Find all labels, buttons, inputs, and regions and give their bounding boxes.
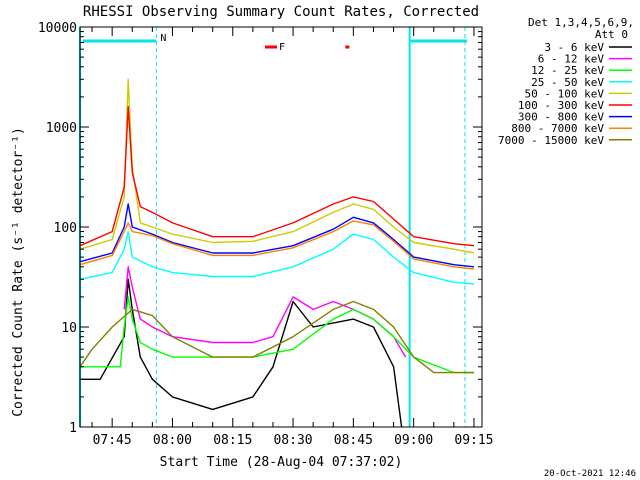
y-tick-label: 1 (69, 421, 77, 436)
legend-label-2: 6 - 12 keV (538, 53, 605, 66)
legend-label-1: 3 - 6 keV (544, 41, 604, 54)
night-label: N (160, 33, 166, 44)
series-line-1 (80, 278, 403, 428)
legend-header-line-2: Att 0 (595, 28, 628, 41)
series-line-4 (79, 230, 475, 285)
x-tick-label: 08:00 (153, 433, 192, 448)
legend-label-4: 25 - 50 keV (531, 76, 604, 89)
legend-label-6: 100 - 300 keV (518, 99, 604, 112)
y-tick-label: 10 (61, 321, 77, 336)
legend-label-7: 300 - 800 keV (518, 111, 604, 124)
x-tick-label: 08:45 (334, 433, 373, 448)
x-axis-label: Start Time (28-Aug-04 07:37:02) (160, 455, 403, 470)
x-tick-label: 08:15 (213, 433, 252, 448)
y-tick-label: 10000 (38, 21, 77, 36)
legend-header-line-1: Det 1,3,4,5,6,9, (528, 16, 634, 29)
legend-label-8: 800 - 7000 keV (511, 122, 604, 135)
x-tick-label: 09:15 (454, 433, 493, 448)
series-layer (79, 78, 475, 428)
timestamp: 20-Oct-2021 12:46 (544, 469, 636, 479)
series-line-6 (79, 105, 475, 247)
x-tick-label: 08:30 (273, 433, 312, 448)
series-line-3 (80, 296, 474, 374)
series-line-9 (79, 300, 474, 374)
axes: 1 10 100 1000 10000 07:45 08:00 08:15 08:30 08:45… (38, 21, 494, 448)
legend-label-3: 12 - 25 keV (531, 64, 604, 77)
x-tick-label: 09:00 (394, 433, 433, 448)
flag-label: F (279, 42, 285, 53)
chart-title: RHESSI Observing Summary Count Rates, Co… (83, 4, 479, 20)
x-tick-label: 07:45 (93, 433, 132, 448)
legend-label-9: 7000 - 15000 keV (498, 134, 604, 147)
series-line-8 (79, 220, 475, 270)
y-tick-label: 100 (54, 221, 77, 236)
series-line-5 (79, 78, 475, 254)
y-tick-label: 1000 (46, 121, 77, 136)
series-line-7 (79, 203, 475, 268)
series-line-2 (123, 266, 407, 358)
legend-label-5: 50 - 100 keV (525, 87, 605, 100)
y-axis-label: Corrected Count Rate (s⁻¹ detector⁻¹) (11, 127, 26, 417)
